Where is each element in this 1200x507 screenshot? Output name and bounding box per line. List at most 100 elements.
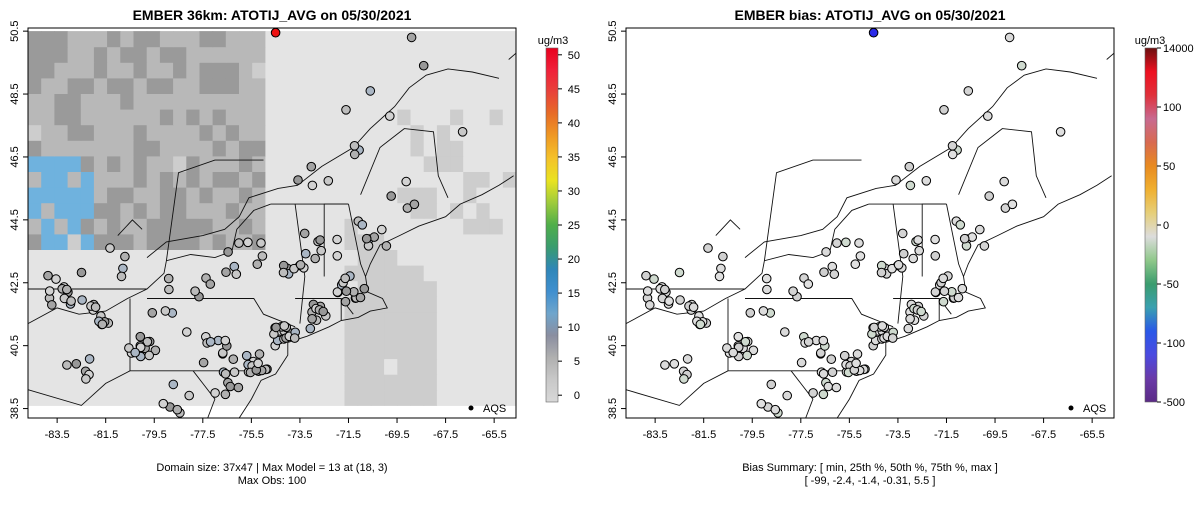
grid-cell	[93, 374, 108, 391]
grid-cell	[436, 202, 451, 219]
grid-cell	[450, 265, 464, 282]
grid-cell	[502, 311, 517, 328]
station-point	[71, 359, 82, 369]
grid-cell	[502, 93, 517, 110]
grid-cell	[93, 155, 108, 172]
grid-cell	[410, 389, 425, 406]
grid-cell	[502, 140, 517, 157]
grid-cell	[120, 389, 134, 406]
station-point	[674, 267, 685, 278]
grid-cell	[146, 358, 161, 375]
y-tick-label: 38.5	[9, 398, 21, 419]
grid-cell	[239, 218, 253, 235]
grid-cell	[397, 62, 411, 79]
grid-cell	[93, 265, 108, 282]
grid-cell	[305, 140, 319, 157]
state-boundary	[790, 370, 814, 419]
grid-cell	[54, 249, 69, 266]
grid-cell	[239, 311, 253, 328]
x-tick-label: -83.5	[45, 429, 70, 441]
grid-cell	[476, 77, 491, 94]
grid-cell	[186, 46, 200, 63]
grid-cell	[199, 62, 214, 79]
grid-cell	[305, 31, 319, 48]
grid-cell	[318, 327, 332, 344]
grid-cell	[239, 77, 253, 94]
grid-cell	[463, 327, 477, 344]
grid-cell	[186, 374, 200, 391]
grid-cell	[410, 77, 425, 94]
geography-lines	[625, 52, 1115, 419]
station-point	[728, 347, 739, 358]
grid-cell	[212, 374, 227, 391]
grid-cell	[80, 93, 95, 110]
grid-cell	[397, 93, 411, 110]
grid-cell	[54, 202, 69, 219]
grid-cell	[384, 280, 398, 297]
grid-cell	[173, 62, 187, 79]
grid-cell	[502, 249, 517, 266]
grid-cell	[173, 202, 187, 219]
grid-cell	[384, 31, 398, 48]
grid-cell	[384, 124, 398, 141]
grid-cell	[120, 187, 134, 204]
grid-cell	[173, 171, 187, 188]
grid-cell	[133, 296, 148, 313]
grid-cell	[344, 374, 359, 391]
right-colorbar: 14000 100 50 0 -50 -100 -500	[1144, 43, 1194, 409]
grid-cell	[410, 218, 425, 235]
grid-cell	[450, 93, 464, 110]
grid-cell	[199, 296, 214, 313]
grid-cell	[28, 374, 42, 391]
grid-cell	[423, 389, 438, 406]
colorbar-tick-label: 50	[1163, 161, 1175, 173]
station-point	[782, 390, 793, 401]
grid-cell	[173, 140, 187, 157]
grid-cell	[120, 93, 134, 110]
grid-cell	[186, 171, 200, 188]
coastline	[238, 175, 514, 419]
station-point	[803, 279, 814, 289]
grid-cell	[146, 233, 161, 250]
x-tick-label: -75.5	[837, 429, 862, 441]
station-point	[300, 248, 311, 259]
grid-cell	[476, 358, 491, 375]
grid-cell	[41, 31, 55, 48]
grid-cell	[463, 124, 477, 141]
grid-cell	[370, 327, 385, 344]
grid-cell	[489, 265, 504, 282]
grid-cell	[291, 77, 306, 94]
station-point	[243, 237, 253, 248]
station-point	[761, 273, 772, 284]
station-point	[289, 333, 300, 343]
grid-cell	[436, 327, 451, 344]
grid-cell	[41, 327, 55, 344]
station-point	[184, 390, 194, 401]
grid-cell	[159, 140, 174, 157]
grid-cell	[252, 296, 266, 313]
grid-cell	[146, 77, 161, 94]
grid-cell	[159, 77, 174, 94]
right-footer-line-2: [ -99, -2.4, -1.4, -0.31, 5.5 ]	[805, 475, 936, 487]
grid-cell	[384, 343, 398, 360]
grid-cell	[331, 187, 346, 204]
grid-cell	[370, 62, 385, 79]
station-point	[664, 296, 674, 306]
grid-cell	[93, 124, 108, 141]
grid-cell	[489, 249, 504, 266]
station-point	[357, 220, 368, 230]
grid-cell	[133, 389, 148, 406]
grid-cell	[212, 171, 227, 188]
grid-cell	[67, 31, 82, 48]
grid-cell	[239, 171, 253, 188]
station-point	[908, 253, 919, 264]
grid-cell	[410, 93, 425, 110]
grid-cell	[476, 109, 491, 126]
colorbar-tick-label: 25	[568, 220, 580, 232]
grid-cell	[146, 265, 161, 282]
grid-cell	[199, 374, 214, 391]
grid-cell	[133, 31, 148, 48]
station-point	[124, 343, 134, 353]
station-point	[332, 234, 342, 245]
station-point	[147, 308, 158, 318]
